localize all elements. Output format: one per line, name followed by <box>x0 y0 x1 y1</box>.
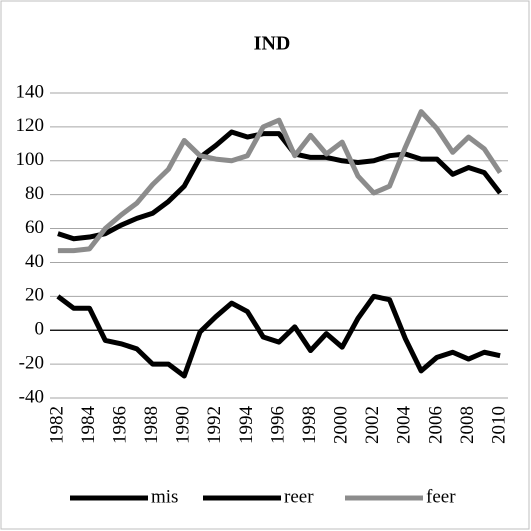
y-tick-label: 120 <box>16 115 45 136</box>
chart-title: IND <box>254 33 291 55</box>
x-tick-label: 1990 <box>173 406 194 444</box>
x-tick-label: 1988 <box>141 406 162 444</box>
x-tick-label: 2002 <box>362 406 383 444</box>
x-tick-label: 1994 <box>236 406 257 445</box>
x-tick-label: 1992 <box>204 406 225 444</box>
y-tick-label: -20 <box>19 352 44 373</box>
y-tick-label: 40 <box>25 251 44 272</box>
line-series <box>57 129 503 242</box>
x-tick-label: 2004 <box>394 406 415 445</box>
x-tick-label: 1984 <box>78 406 99 445</box>
y-tick-label: 0 <box>35 319 45 340</box>
y-tick-label: 140 <box>16 81 45 102</box>
x-tick-label: 2006 <box>425 406 446 444</box>
x-tick-label: 1998 <box>299 406 320 444</box>
x-tick-label: 2000 <box>331 406 352 444</box>
y-tick-label: 20 <box>25 285 44 306</box>
legend-label: mis <box>151 486 178 507</box>
x-tick-label: 2010 <box>488 406 509 444</box>
line-series <box>57 109 503 254</box>
x-tick-label: 1982 <box>46 406 67 444</box>
line-series <box>56 293 501 379</box>
x-tick-label: 2008 <box>457 406 478 444</box>
y-tick-label: 60 <box>25 217 44 238</box>
x-tick-label: 1986 <box>109 406 130 444</box>
legend-label: feer <box>426 486 456 507</box>
y-tick-label: 80 <box>25 183 44 204</box>
y-tick-label: -40 <box>19 386 44 407</box>
y-tick-label: 100 <box>16 149 45 170</box>
x-tick-label: 1996 <box>267 406 288 444</box>
legend-label: reer <box>284 486 314 507</box>
